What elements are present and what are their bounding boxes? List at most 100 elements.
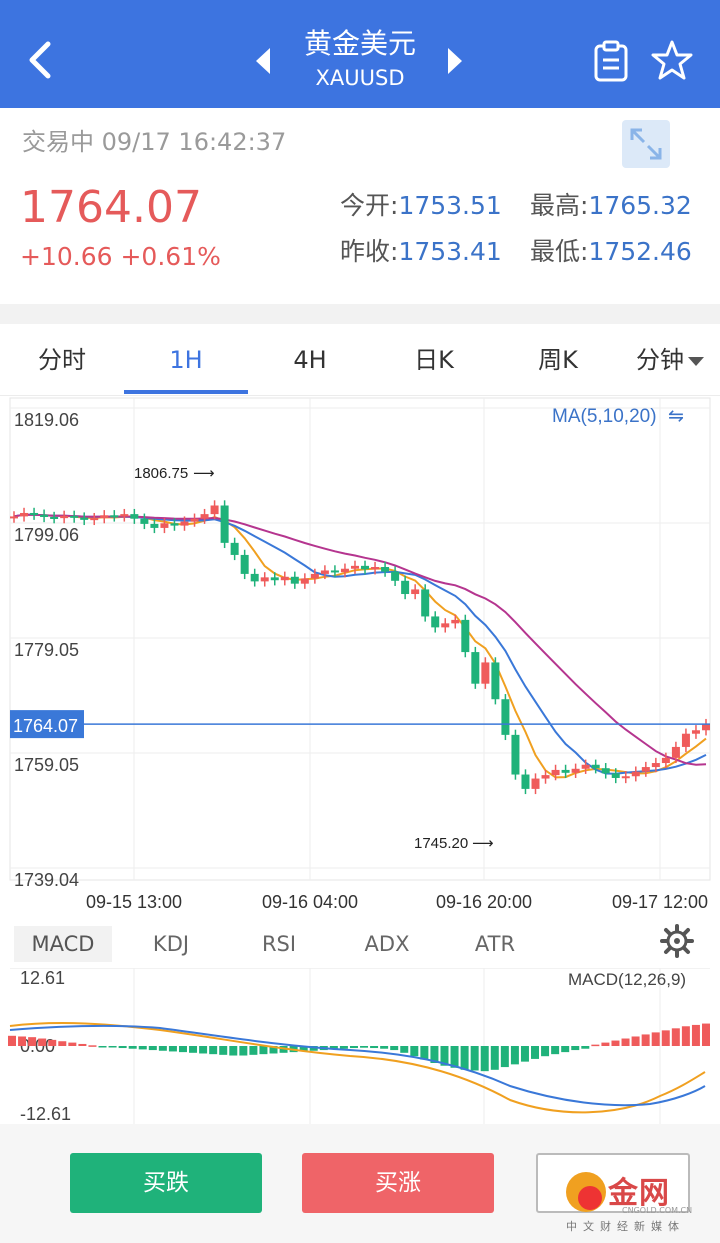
macd-bar	[390, 1046, 399, 1051]
tab-1h[interactable]: 1H	[169, 346, 203, 374]
macd-bar	[309, 1046, 318, 1051]
extra-button[interactable]	[536, 1153, 690, 1213]
macd-bar	[279, 1046, 288, 1053]
macd-signal-line	[9, 1022, 706, 1114]
macd-bar	[178, 1046, 187, 1053]
macd-bar	[420, 1046, 429, 1060]
macd-histogram	[8, 1023, 710, 1072]
tab-macd[interactable]: MACD	[14, 926, 112, 962]
watermark-url: CNGOLD.COM.CN	[622, 1206, 693, 1215]
prev-close-stat: 昨收:1753.41	[340, 232, 502, 268]
macd-bar	[430, 1046, 439, 1063]
tab-atr[interactable]: ATR	[474, 932, 516, 956]
macd-bar	[691, 1024, 700, 1046]
tab-4h[interactable]: 4H	[293, 346, 327, 374]
candle-body	[140, 518, 149, 524]
candle-body	[621, 776, 630, 779]
prev-close-label: 昨收:	[340, 237, 399, 266]
candle-body	[30, 512, 39, 515]
candle-body	[10, 516, 18, 519]
macd-bar	[68, 1042, 77, 1046]
candlestick-chart[interactable]: 1764.07 1819.06 1799.06 1779.05 1759.05 1739…	[0, 396, 720, 916]
symbol-code: XAUUSD	[315, 66, 405, 90]
candle-body	[50, 516, 59, 519]
buy-button[interactable]: 买涨	[302, 1153, 494, 1213]
macd-bar	[531, 1046, 540, 1059]
candle-body	[531, 778, 540, 789]
trading-status: 交易中	[22, 128, 94, 156]
tab-minute-dropdown[interactable]: 分钟	[620, 324, 720, 396]
macd-bar	[98, 1046, 107, 1048]
high-label: 最高:	[530, 191, 589, 220]
candle-body	[300, 578, 309, 584]
back-button[interactable]	[18, 36, 66, 84]
candle-body	[511, 734, 520, 775]
macd-chart[interactable]: 12.61 0.00 -12.61 MACD(12,26,9)	[0, 967, 720, 1124]
candle-body	[361, 565, 370, 570]
macd-bar	[661, 1030, 670, 1046]
last-price: 1764.07	[20, 182, 202, 233]
next-symbol-arrow-icon[interactable]	[448, 48, 462, 74]
current-price-line: 1764.07	[10, 710, 710, 739]
candle-body	[170, 523, 179, 526]
candle-body	[451, 619, 460, 624]
candle-body	[381, 567, 390, 572]
expand-icon[interactable]	[622, 120, 670, 168]
macd-bar	[329, 1046, 338, 1050]
candle-body	[280, 576, 289, 581]
change-percent: +0.61%	[120, 242, 221, 271]
swap-icon: ⇋	[668, 405, 684, 427]
candle-body	[110, 515, 119, 518]
macd-legend: MACD(12,26,9)	[568, 970, 686, 989]
candle-body	[561, 769, 570, 773]
logo-icon	[566, 1172, 606, 1212]
tab-kdj[interactable]: KDJ	[152, 932, 190, 956]
macd-bar	[48, 1039, 57, 1046]
candle-body	[611, 773, 620, 778]
period-tabs: 分时 1H 4H 日K 周K 分钟	[0, 324, 720, 396]
low-value: 1752.46	[588, 237, 692, 266]
gear-icon[interactable]	[660, 924, 694, 958]
macd-bar	[541, 1046, 550, 1057]
chart-svg: 1764.07 1819.06 1799.06 1779.05 1759.05 1739…	[9, 397, 711, 912]
candle-body	[441, 623, 450, 628]
macd-bar	[189, 1046, 198, 1053]
top-bar: 黄金美元 XAUUSD	[0, 0, 720, 108]
prev-close-value: 1753.41	[398, 237, 502, 266]
macd-bar	[581, 1046, 590, 1049]
macd-bar	[621, 1038, 630, 1046]
tab-rsi[interactable]: RSI	[261, 932, 297, 956]
macd-bar	[702, 1023, 710, 1046]
macd-bar	[470, 1046, 479, 1071]
prev-symbol-arrow-icon[interactable]	[256, 48, 270, 74]
macd-bar	[28, 1037, 37, 1046]
macd-bar	[490, 1046, 499, 1070]
watermark-subtitle: 中文财经新媒体	[566, 1220, 685, 1233]
candle-body	[421, 589, 430, 617]
candle-body	[100, 515, 109, 519]
macd-bar	[199, 1046, 208, 1054]
candle-body	[90, 518, 99, 521]
macd-bar	[641, 1034, 650, 1046]
tab-daily[interactable]: 日K	[414, 346, 454, 374]
high-stat: 最高:1765.32	[530, 186, 692, 222]
tab-timeshare[interactable]: 分时	[38, 346, 86, 374]
tab-weekly[interactable]: 周K	[538, 346, 578, 374]
candles	[10, 500, 710, 795]
x-tick-label: 09-15 13:00	[86, 892, 182, 912]
macd-bar	[591, 1044, 600, 1047]
candle-body	[120, 514, 129, 517]
star-icon[interactable]	[650, 38, 694, 82]
macd-bar	[138, 1046, 147, 1050]
low-marker-arrow: ⟶	[472, 834, 494, 852]
candle-body	[180, 521, 189, 526]
tab-adx[interactable]: ADX	[364, 932, 410, 956]
x-axis-labels: 09-15 13:00 09-16 04:00 09-16 20:00 09-17 1…	[86, 892, 708, 912]
candle-body	[671, 746, 680, 758]
candle-body	[641, 767, 650, 772]
clipboard-icon[interactable]	[592, 40, 630, 82]
macd-y-max: 12.61	[20, 968, 65, 988]
candle-body	[260, 577, 269, 582]
macd-bar	[551, 1046, 560, 1055]
sell-button[interactable]: 买跌	[70, 1153, 262, 1213]
